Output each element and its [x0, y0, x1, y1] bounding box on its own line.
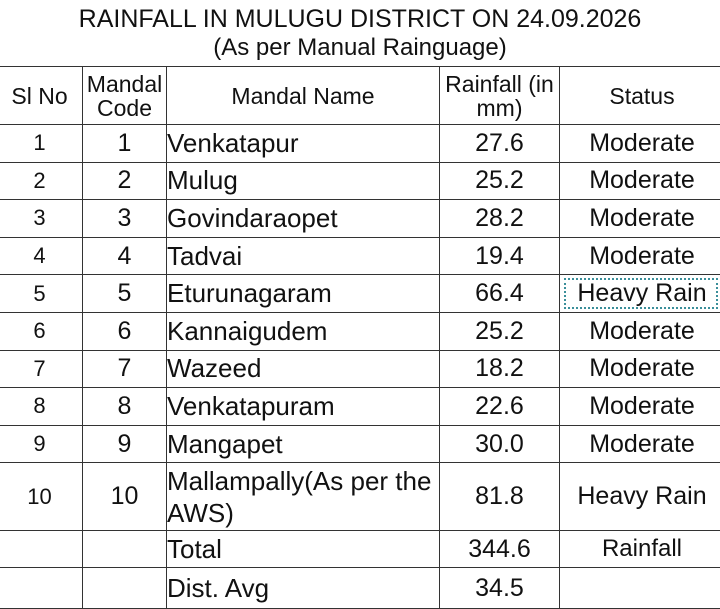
cell-status: Moderate: [560, 312, 720, 350]
cell-mandal-name: Kannaigudem: [167, 312, 440, 350]
header-sl-no: Sl No: [0, 67, 83, 125]
cell-status: Moderate: [560, 125, 720, 163]
cell-sl-no: 10: [0, 463, 83, 531]
header-mandal-code-line1: Mandal: [87, 71, 162, 97]
cell-mandal-code: 1: [83, 125, 167, 163]
cell-mandal-code: 6: [83, 312, 167, 350]
cell-rainfall: 81.8: [440, 463, 560, 531]
empty-cell: [0, 531, 83, 568]
header-rainfall-line1: Rainfall (in: [445, 71, 554, 97]
cell-mandal-name: Mangapet: [167, 425, 440, 463]
cell-status: Moderate: [560, 200, 720, 238]
cell-mandal-code: 4: [83, 237, 167, 275]
cell-sl-no: 3: [0, 200, 83, 238]
cell-status: Heavy Rain: [560, 463, 720, 531]
cell-rainfall: 27.6: [440, 125, 560, 163]
title-block: RAINFALL IN MULUGU DISTRICT ON 24.09.202…: [0, 4, 720, 62]
header-mandal-code-line2: Code: [97, 95, 152, 121]
total-label: Total: [167, 531, 440, 568]
cell-sl-no: 1: [0, 125, 83, 163]
average-label: Dist. Avg: [167, 568, 440, 609]
rainfall-table: Sl No Mandal Code Mandal Name Rainfall (…: [0, 66, 720, 609]
cell-status: Moderate: [560, 388, 720, 426]
average-value: 34.5: [440, 568, 560, 609]
empty-cell: [0, 568, 83, 609]
cell-mandal-code: 2: [83, 162, 167, 200]
report-title: RAINFALL IN MULUGU DISTRICT ON 24.09.202…: [0, 4, 720, 34]
cell-mandal-name: Venkatapuram: [167, 388, 440, 426]
rainfall-report: RAINFALL IN MULUGU DISTRICT ON 24.09.202…: [0, 0, 720, 590]
table-row: 4 4 Tadvai 19.4 Moderate: [0, 237, 720, 275]
cell-status-selected[interactable]: Heavy Rain: [560, 275, 720, 313]
cell-mandal-name: Mallampally(As per the AWS): [167, 463, 440, 531]
total-note: Rainfall: [560, 531, 720, 568]
empty-cell: [83, 531, 167, 568]
header-mandal-name: Mandal Name: [167, 67, 440, 125]
cell-mandal-code: 3: [83, 200, 167, 238]
total-value: 344.6: [440, 531, 560, 568]
cell-mandal-code: 9: [83, 425, 167, 463]
report-subtitle: (As per Manual Rainguage): [0, 34, 720, 62]
table-row: 2 2 Mulug 25.2 Moderate: [0, 162, 720, 200]
table-row: 9 9 Mangapet 30.0 Moderate: [0, 425, 720, 463]
cell-rainfall: 19.4: [440, 237, 560, 275]
cell-sl-no: 2: [0, 162, 83, 200]
header-mandal-name-label: Mandal Name: [231, 83, 374, 109]
cell-mandal-name: Wazeed: [167, 350, 440, 388]
cell-rainfall: 25.2: [440, 312, 560, 350]
table-row: 10 10 Mallampally(As per the AWS) 81.8 H…: [0, 463, 720, 531]
cell-sl-no: 8: [0, 388, 83, 426]
cell-sl-no: 5: [0, 275, 83, 313]
cell-sl-no: 7: [0, 350, 83, 388]
header-row: Sl No Mandal Code Mandal Name Rainfall (…: [0, 67, 720, 125]
average-row: Dist. Avg 34.5: [0, 568, 720, 609]
cell-mandal-name: Venkatapur: [167, 125, 440, 163]
table-row: 6 6 Kannaigudem 25.2 Moderate: [0, 312, 720, 350]
cell-mandal-name: Mulug: [167, 162, 440, 200]
empty-cell: [83, 568, 167, 609]
cell-mandal-code: 10: [83, 463, 167, 531]
cell-rainfall: 25.2: [440, 162, 560, 200]
cell-rainfall: 66.4: [440, 275, 560, 313]
cell-mandal-name: Govindaraopet: [167, 200, 440, 238]
cell-mandal-code: 7: [83, 350, 167, 388]
cell-status: Moderate: [560, 162, 720, 200]
cell-mandal-name: Tadvai: [167, 237, 440, 275]
cell-mandal-code: 8: [83, 388, 167, 426]
cell-status: Moderate: [560, 237, 720, 275]
header-mandal-code: Mandal Code: [83, 67, 167, 125]
selection-outline: [564, 278, 718, 309]
cell-rainfall: 28.2: [440, 200, 560, 238]
cell-status: Moderate: [560, 425, 720, 463]
cell-mandal-code: 5: [83, 275, 167, 313]
table-row: 5 5 Eturunagaram 66.4 Heavy Rain: [0, 275, 720, 313]
cell-mandal-name: Eturunagaram: [167, 275, 440, 313]
header-rainfall: Rainfall (in mm): [440, 67, 560, 125]
header-status: Status: [560, 67, 720, 125]
header-sl-no-label: Sl No: [11, 83, 67, 109]
table-row: 1 1 Venkatapur 27.6 Moderate: [0, 125, 720, 163]
table-row: 3 3 Govindaraopet 28.2 Moderate: [0, 200, 720, 238]
cell-status: Moderate: [560, 350, 720, 388]
cell-rainfall: 30.0: [440, 425, 560, 463]
header-status-label: Status: [609, 83, 674, 109]
empty-cell: [560, 568, 720, 609]
cell-sl-no: 9: [0, 425, 83, 463]
header-rainfall-line2: mm): [477, 95, 523, 121]
cell-rainfall: 18.2: [440, 350, 560, 388]
total-row: Total 344.6 Rainfall: [0, 531, 720, 568]
table-row: 7 7 Wazeed 18.2 Moderate: [0, 350, 720, 388]
cell-sl-no: 6: [0, 312, 83, 350]
cell-sl-no: 4: [0, 237, 83, 275]
cell-rainfall: 22.6: [440, 388, 560, 426]
table-row: 8 8 Venkatapuram 22.6 Moderate: [0, 388, 720, 426]
